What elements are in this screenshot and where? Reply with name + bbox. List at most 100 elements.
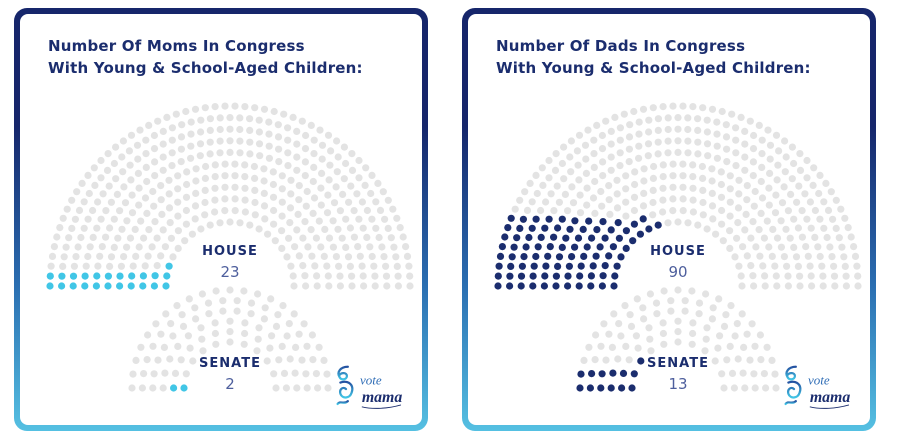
seat-dot (832, 224, 840, 232)
seat-dot (717, 180, 725, 189)
highlighted-seat-dot (510, 243, 518, 251)
seat-dot (750, 131, 758, 140)
seat-dot (315, 343, 323, 351)
seat-dot (616, 136, 624, 144)
seat-dot (784, 272, 792, 280)
seat-dot (819, 272, 827, 280)
seat-dot (199, 347, 207, 355)
seat-dot (211, 184, 219, 192)
seat-dot (342, 243, 350, 251)
seat-dot (750, 282, 758, 290)
seat-dot (763, 343, 771, 351)
seat-dot (560, 175, 568, 183)
seat-dot (161, 243, 169, 251)
seat-dot (311, 262, 319, 270)
seat-dot (368, 171, 376, 179)
seat-dot (553, 182, 561, 190)
seat-dot (255, 116, 263, 124)
seat-dot (827, 188, 835, 196)
seat-dot (293, 384, 301, 392)
seat-dot (591, 356, 599, 364)
seat-dot (158, 210, 166, 218)
seat-dot (402, 243, 410, 251)
seat-dot (768, 356, 776, 364)
highlighted-seat-dot (69, 282, 77, 290)
seat-dot (568, 183, 576, 191)
seat-dot (734, 204, 743, 212)
seat-dot (142, 136, 150, 144)
seat-dot (202, 162, 210, 171)
seat-dot (107, 253, 116, 261)
seat-dot (782, 153, 790, 161)
seat-dot (632, 332, 640, 340)
seat-dot (646, 335, 654, 343)
seat-dot (569, 199, 578, 207)
seat-dot (602, 356, 610, 364)
seat-dot (264, 230, 272, 238)
seat-dot (810, 164, 818, 172)
seat-dot (772, 131, 781, 139)
dads-house-count: 90 (668, 263, 688, 281)
seat-dot (749, 158, 757, 166)
seat-dot (162, 310, 170, 318)
seat-dot (226, 317, 234, 325)
seat-dot (286, 355, 294, 363)
seat-dot (275, 356, 283, 364)
seat-dot (679, 195, 687, 203)
seat-dot (371, 282, 379, 290)
seat-dot (564, 207, 572, 215)
seat-dot (786, 234, 794, 242)
highlighted-seat-dot (496, 252, 505, 260)
seat-dot (367, 189, 375, 198)
seat-dot (301, 172, 309, 180)
seat-dot (616, 124, 624, 132)
seat-dot (211, 208, 219, 216)
seat-dot (272, 384, 280, 392)
seat-dot (138, 384, 146, 392)
seat-dot (166, 219, 174, 227)
seat-dot (703, 116, 711, 124)
seat-dot (336, 207, 344, 215)
seat-dot (255, 128, 263, 136)
seat-dot (301, 218, 309, 226)
seat-dot (177, 145, 185, 153)
seat-dot (332, 183, 340, 191)
logo-flourish (361, 404, 402, 409)
seat-dot (689, 184, 697, 192)
seat-dot (315, 217, 323, 225)
highlighted-seat-dot (605, 252, 613, 260)
seat-dot (303, 187, 311, 196)
seat-dot (645, 128, 653, 136)
seat-dot (533, 189, 541, 198)
seat-dot (640, 165, 648, 173)
seat-dot (50, 243, 58, 251)
seat-dot (741, 226, 749, 234)
seat-dot (135, 243, 143, 251)
seat-dot (803, 215, 811, 223)
seat-dot (157, 330, 165, 338)
seat-dot (625, 158, 633, 166)
seat-dot (737, 272, 745, 280)
seat-dot (143, 356, 151, 364)
seat-dot (295, 196, 303, 204)
seat-dot (854, 282, 862, 290)
seat-dot (372, 198, 380, 206)
seat-dot (119, 168, 127, 176)
seat-dot (212, 340, 220, 348)
seat-dot (674, 114, 682, 122)
seat-dot (521, 188, 529, 196)
seat-dot (106, 262, 114, 270)
highlighted-seat-dot (576, 272, 584, 280)
seat-dot (120, 183, 128, 191)
seat-dot (329, 217, 337, 225)
seat-dot (318, 155, 326, 163)
seat-dot (159, 153, 167, 161)
dads-panel-inner: Number Of Dads In Congress With Young & … (468, 14, 870, 425)
highlighted-seat-dot (598, 370, 606, 378)
seat-dot (72, 253, 80, 261)
seat-dot (635, 142, 643, 150)
seat-dot (830, 272, 839, 280)
seat-dot (247, 299, 256, 307)
dads-senate-label: SENATE 13 (598, 356, 758, 393)
seat-dot (598, 145, 607, 153)
